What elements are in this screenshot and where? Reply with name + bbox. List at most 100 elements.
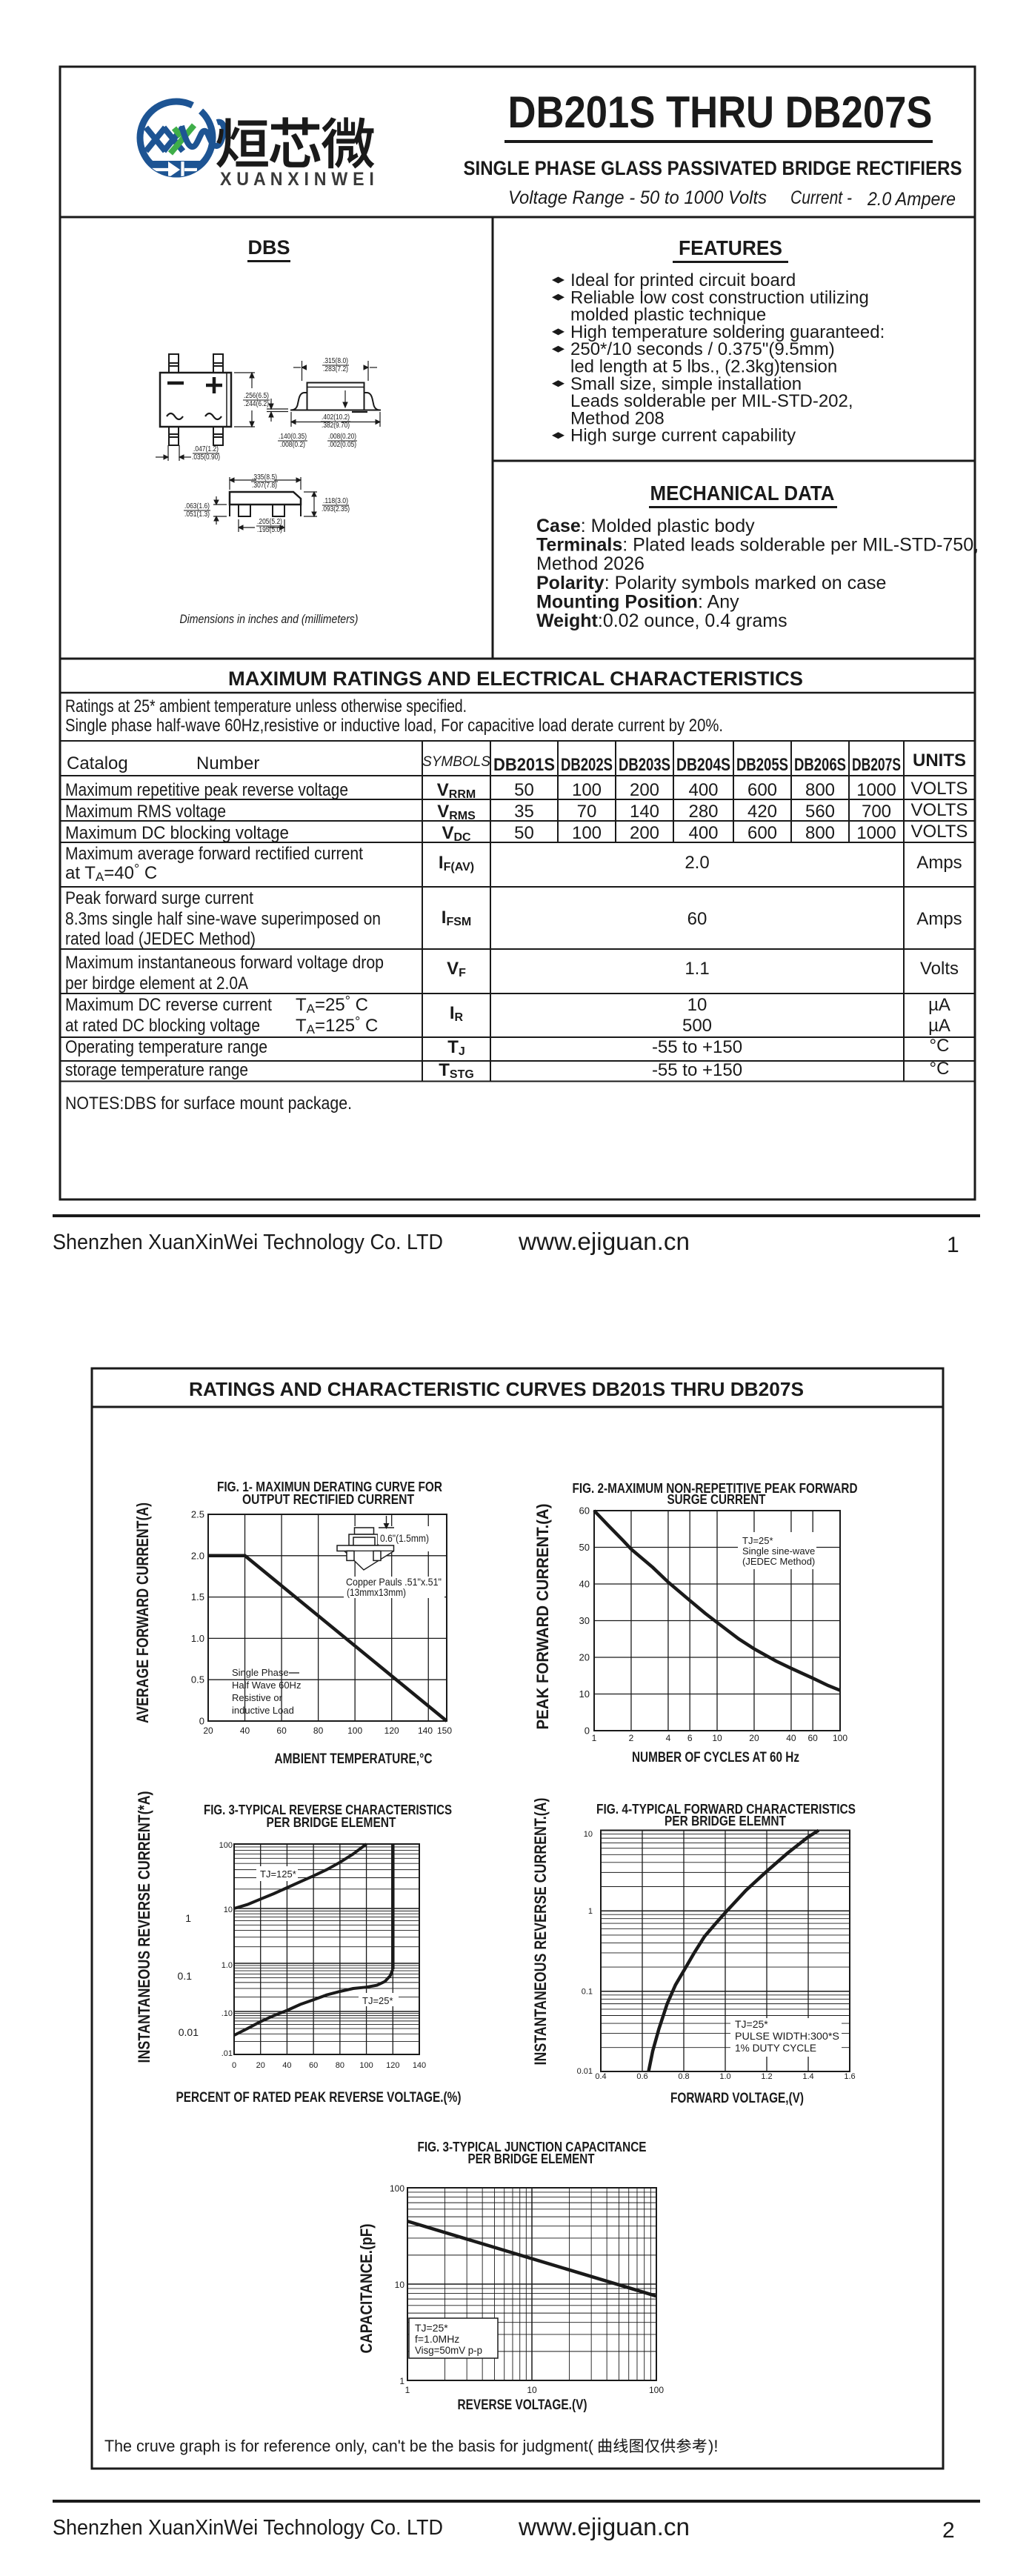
svg-text:°C: °C (930, 1036, 950, 1056)
svg-text:VRRM: VRRM (437, 780, 476, 801)
svg-text:10: 10 (712, 1733, 722, 1743)
svg-text:.315(8.0): .315(8.0) (323, 357, 348, 365)
svg-text:-55 to +150: -55 to +150 (652, 1060, 742, 1080)
svg-text:60: 60 (276, 1725, 287, 1736)
svg-text:40: 40 (240, 1725, 250, 1736)
svg-text:RATINGS AND CHARACTERISTIC CUR: RATINGS AND CHARACTERISTIC CURVES DB201S… (189, 1378, 804, 1400)
svg-text:(JEDEC Method): (JEDEC Method) (742, 1556, 815, 1567)
svg-text:inductive Load: inductive Load (232, 1705, 294, 1716)
svg-text:molded plastic technique: molded plastic technique (570, 305, 766, 325)
svg-text:AMBIENT TEMPERATURE,°C: AMBIENT TEMPERATURE,°C (275, 1751, 433, 1767)
svg-text:400: 400 (688, 823, 718, 843)
svg-text:INSTANTANEOUS REVERSE CURRENT.: INSTANTANEOUS REVERSE CURRENT.(A) (531, 1798, 550, 2066)
svg-text:.047(1.2): .047(1.2) (193, 445, 219, 453)
svg-text:1.6: 1.6 (844, 2072, 855, 2081)
svg-text:1: 1 (592, 1733, 597, 1743)
svg-text:Operating temperature range: Operating temperature range (65, 1037, 267, 1057)
svg-text:.195(5.0): .195(5.0) (257, 526, 282, 534)
svg-text:)!: )! (708, 2437, 718, 2455)
svg-text:.051(1.3): .051(1.3) (184, 510, 210, 519)
svg-text:VF: VF (447, 959, 466, 979)
svg-text:PERCENT OF RATED PEAK REVERSE: PERCENT OF RATED PEAK REVERSE VOLTAGE.(%… (176, 2090, 462, 2106)
svg-text:50: 50 (514, 823, 534, 843)
svg-text:VOLTS: VOLTS (911, 800, 968, 820)
svg-text:FIG. 3-TYPICAL REVERSE CHARACT: FIG. 3-TYPICAL REVERSE CHARACTERISTICS (204, 1803, 452, 1817)
svg-text:1.0: 1.0 (719, 2072, 730, 2081)
svg-text:TSTG: TSTG (439, 1060, 474, 1081)
svg-text:SURGE CURRENT: SURGE CURRENT (667, 1492, 766, 1507)
svg-text:IFSM: IFSM (442, 908, 471, 928)
svg-text:Amps: Amps (916, 909, 962, 929)
svg-text:High temperature soldering gua: High temperature soldering guaranteed: (570, 322, 885, 342)
svg-text:FEATURES: FEATURES (679, 236, 782, 259)
svg-text:100: 100 (833, 1733, 847, 1743)
svg-text:PER BRIDGE ELEMENT: PER BRIDGE ELEMENT (267, 1815, 396, 1830)
svg-text:0: 0 (199, 1716, 204, 1727)
svg-text:DB202S: DB202S (561, 755, 613, 775)
svg-text:Current -: Current - (790, 187, 852, 208)
svg-text:800: 800 (805, 780, 835, 800)
svg-text:Case: Molded plastic body: Case: Molded plastic body (536, 516, 755, 536)
svg-text:10: 10 (579, 1688, 590, 1700)
svg-text:X U A N X I N W E I: X U A N X I N W E I (220, 169, 374, 190)
svg-text:2.5: 2.5 (191, 1509, 204, 1520)
svg-text:80: 80 (313, 1725, 324, 1736)
svg-text:Terminals: Plated leads solder: Terminals: Plated leads solderable per M… (536, 535, 979, 556)
svg-text:50: 50 (579, 1542, 590, 1553)
svg-text:40: 40 (282, 2061, 291, 2070)
svg-text:10: 10 (584, 1830, 593, 1839)
svg-text:Single sine-wave: Single sine-wave (742, 1545, 815, 1557)
svg-text:.283(7.2): .283(7.2) (323, 365, 348, 373)
svg-text:PER BRIDGE ELEMENT: PER BRIDGE ELEMENT (468, 2151, 595, 2166)
svg-text:at TA=40° C: at TA=40° C (65, 862, 157, 884)
svg-text:0.4: 0.4 (595, 2072, 606, 2081)
svg-text:60: 60 (579, 1505, 590, 1517)
svg-text:Visg=50mV p-p: Visg=50mV p-p (415, 2344, 482, 2356)
svg-text:.10: .10 (222, 2009, 233, 2018)
svg-text:MAXIMUM RATINGS AND ELECTRICAL: MAXIMUM RATINGS AND ELECTRICAL CHARACTER… (228, 668, 803, 690)
svg-text:140: 140 (630, 802, 659, 822)
svg-text:µA: µA (928, 1016, 950, 1036)
svg-text:100: 100 (649, 2385, 664, 2395)
svg-text:Weight:0.02 ounce, 0.4 grams: Weight:0.02 ounce, 0.4 grams (536, 610, 787, 631)
svg-text:Maximum average forward rectif: Maximum average forward rectified curren… (65, 844, 363, 864)
svg-text:1% DUTY CYCLE: 1% DUTY CYCLE (735, 2042, 816, 2054)
svg-text:.035(0.90): .035(0.90) (192, 453, 220, 462)
svg-text:Mounting Position: Any: Mounting Position: Any (536, 591, 739, 612)
svg-text:DB204S: DB204S (676, 755, 730, 775)
svg-text:.063(1.6): .063(1.6) (184, 502, 210, 510)
svg-text:2.0: 2.0 (191, 1550, 204, 1561)
svg-text:1000: 1000 (856, 780, 896, 800)
svg-text:30: 30 (579, 1615, 590, 1626)
svg-text:140: 140 (418, 1725, 433, 1736)
svg-text:280: 280 (688, 802, 718, 822)
svg-text:INSTANTANEOUS REVERSE CURRENT(: INSTANTANEOUS REVERSE CURRENT(*A) (135, 1791, 153, 2063)
svg-text:.402(10.2): .402(10.2) (322, 413, 350, 422)
svg-text:Resistive or: Resistive or (232, 1692, 283, 1703)
svg-text:(13mmx13mm): (13mmx13mm) (347, 1586, 406, 1598)
svg-text:40: 40 (579, 1579, 590, 1590)
svg-text:1.2: 1.2 (761, 2072, 772, 2081)
svg-text:REVERSE VOLTAGE.(V): REVERSE VOLTAGE.(V) (458, 2397, 587, 2413)
svg-text:AVERAGE FORWARD CURRENT(A): AVERAGE FORWARD CURRENT(A) (133, 1502, 152, 1723)
svg-text:.01: .01 (222, 2049, 233, 2058)
svg-text:.008(0.2): .008(0.2) (280, 441, 305, 449)
svg-text:Maximum instantaneous forward: Maximum instantaneous forward voltage dr… (65, 953, 384, 973)
svg-text:600: 600 (747, 823, 777, 843)
svg-text:per birdge element at 2.0A: per birdge element at 2.0A (65, 974, 248, 994)
svg-text:OUTPUT RECTIFIED CURRENT: OUTPUT RECTIFIED CURRENT (242, 1492, 414, 1507)
svg-text:SINGLE PHASE GLASS PASSIVATED: SINGLE PHASE GLASS PASSIVATED BRIDGE REC… (464, 157, 962, 179)
svg-text:250*/10 seconds / 0.375"(9.5mm: 250*/10 seconds / 0.375"(9.5mm) (570, 339, 835, 359)
svg-text:4: 4 (666, 1733, 671, 1743)
svg-text:Shenzhen XuanXinWei Technology: Shenzhen XuanXinWei Technology Co. LTD (53, 1231, 443, 1254)
svg-text:20: 20 (256, 2061, 265, 2070)
svg-text:1.1: 1.1 (685, 959, 709, 979)
svg-text:0.1: 0.1 (582, 1988, 593, 1997)
svg-text:DB201S: DB201S (493, 755, 555, 775)
svg-text:1: 1 (399, 2376, 404, 2386)
svg-text:20: 20 (749, 1733, 759, 1743)
svg-text:Ratings at 25* ambient tempera: Ratings at 25* ambient temperature unles… (65, 696, 467, 716)
svg-text:100: 100 (572, 780, 602, 800)
svg-text:Maximum repetitive peak revers: Maximum repetitive peak reverse voltage (65, 780, 348, 800)
svg-text:.205(5.2): .205(5.2) (257, 518, 282, 526)
